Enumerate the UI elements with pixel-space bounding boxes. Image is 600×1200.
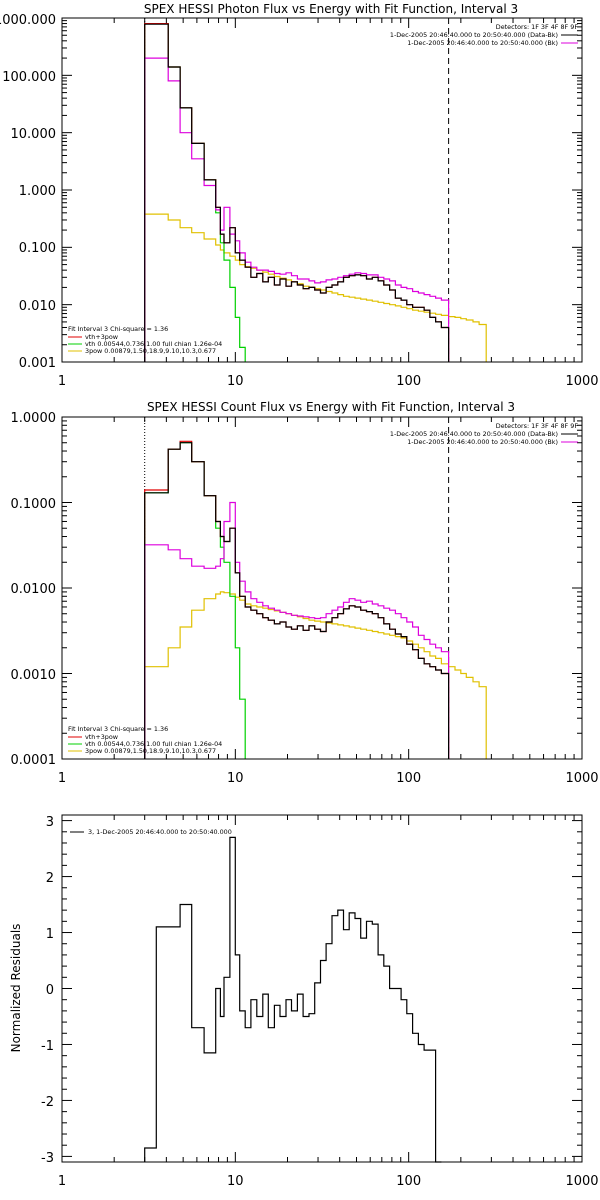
series-line-1-dec-2005-20-46-40-000-to-20-50-40-000-data-bk [144,442,450,759]
chart-3-y-tick-label: 0 [46,983,54,998]
chart-1-y-tick-label: 1000.000 [0,13,56,28]
chart-2-y-tick-label: 0.0010 [11,668,57,683]
chart-3: 1 10 100 1000 3 2 1 0 -1 -2 -3 Normalize… [9,814,599,1189]
series-line-vth-3pow [144,23,450,362]
chart-2-fit-entry: vth 0.00544,0.736,1.00 full chian 1.26e-… [85,740,222,748]
chart-2-y-tick-label: 0.0001 [11,753,57,768]
chart-1-legend: Detectors: 1F 3F 4F 8F 9F 1-Dec-2005 20:… [390,23,578,47]
chart-1-fit-legend: Fit Interval 3 Chi-square = 1.36 vth+3po… [68,325,222,355]
series-line-3pow [144,591,487,759]
chart-3-ticks [61,815,582,1162]
chart-1-fit-entry: vth 0.00544,0.736,1.00 full chian 1.26e-… [85,340,222,348]
chart-2-fit-header: Fit Interval 3 Chi-square = 1.36 [68,725,168,733]
chart-3-x-tick-label: 10 [227,1174,244,1189]
chart-2-fit-entry: 3pow 0.00879,1.50,18.9,9.10,10.3,0.677 [85,747,216,755]
chart-2-x-tick-label: 100 [396,771,421,786]
chart-3-x-tick-labels: 1 10 100 1000 [58,1174,599,1189]
chart-3-y-tick-labels: 3 2 1 0 -1 -2 -3 [41,815,54,1166]
chart-3-y-tick-label: 1 [46,927,54,942]
chart-2-x-tick-label: 10 [227,771,244,786]
series-line-3-1-dec-2005-20-46-40-000-to-20-50-40-000 [144,836,442,1163]
series-line-1-dec-2005-20-46-40-000-to-20-50-40-000-bk [144,501,450,759]
chart-1-y-tick-label: 0.001 [19,356,56,371]
series-line-vth-3pow [144,440,450,759]
chart-2-legend: Detectors: 1F 3F 4F 8F 9F 1-Dec-2005 20:… [390,422,578,446]
chart-2: SPEX HESSI Count Flux vs Energy with Fit… [11,400,599,786]
chart-1-y-tick-labels: 0.001 0.010 0.100 1.000 10.000 100.000 1… [0,13,56,371]
chart-1-x-tick-label: 100 [396,374,421,389]
chart-3-x-tick-label: 100 [396,1174,421,1189]
chart-3-y-tick-label: -2 [41,1095,54,1110]
chart-2-x-tick-label: 1000 [565,771,598,786]
chart-3-legend-entry: 3, 1-Dec-2005 20:46:40.000 to 20:50:40.0… [88,828,232,836]
series-line-1-dec-2005-20-46-40-000-to-20-50-40-000-data-bk [144,23,450,362]
chart-1-x-tick-label: 1 [58,374,66,389]
chart-1-fit-entry: vth+3pow [85,333,118,341]
series-line-vth [144,23,246,362]
chart-3-y-tick-label: -3 [41,1151,54,1166]
chart-2-y-tick-label: 0.1000 [11,497,57,512]
chart-3-y-tick-label: -1 [41,1039,54,1054]
chart-2-y-tick-label: 1.0000 [11,411,57,426]
chart-1-x-tick-labels: 1 10 100 1000 [58,374,599,389]
chart-1-y-tick-label: 10.000 [11,127,57,142]
chart-1-ticks [61,17,582,363]
chart-2-title: SPEX HESSI Count Flux vs Energy with Fit… [147,400,515,414]
chart-2-legend-entry: 1-Dec-2005 20:46:40.000 to 20:50:40.000 … [407,438,558,446]
chart-2-legend-entry: 1-Dec-2005 20:46:40.000 to 20:50:40.000 … [390,430,558,438]
chart-3-frame [61,814,583,1163]
chart-1-title: SPEX HESSI Photon Flux vs Energy with Fi… [144,2,518,16]
chart-1-x-tick-label: 10 [227,374,244,389]
chart-3-y-tick-label: 3 [46,815,54,830]
chart-1-legend-header: Detectors: 1F 3F 4F 8F 9F [496,23,579,31]
chart-2-plot-area [144,417,487,759]
chart-3-x-tick-label: 1000 [565,1174,598,1189]
chart-1-fit-entry: 3pow 0.00879,1.50,18.9,9.10,10.3,0.677 [85,347,216,355]
chart-2-x-tick-labels: 1 10 100 1000 [58,771,599,786]
chart-1-legend-entry: 1-Dec-2005 20:46:40.000 to 20:50:40.000 … [390,31,558,39]
series-line-3pow [144,213,487,362]
chart-1-y-tick-label: 100.000 [2,70,56,85]
chart-1-frame [61,17,583,363]
chart-2-frame [61,416,583,760]
chart-1-y-tick-label: 0.010 [19,299,56,314]
chart-2-y-tick-label: 0.0100 [11,582,57,597]
chart-2-ticks [61,416,582,760]
chart-1-y-tick-label: 1.000 [19,184,56,199]
chart-2-fit-entry: vth+3pow [85,733,118,741]
chart-2-x-tick-label: 1 [58,771,66,786]
series-line-1-dec-2005-20-46-40-000-to-20-50-40-000-bk [144,57,450,362]
chart-1-fit-header: Fit Interval 3 Chi-square = 1.36 [68,325,168,333]
chart-3-y-tick-label: 2 [46,871,54,886]
chart-3-y-axis-label: Normalized Residuals [9,924,23,1053]
chart-2-fit-legend: Fit Interval 3 Chi-square = 1.36 vth+3po… [68,725,222,755]
chart-3-legend: 3, 1-Dec-2005 20:46:40.000 to 20:50:40.0… [70,828,232,836]
chart-2-legend-header: Detectors: 1F 3F 4F 8F 9F [496,422,579,430]
chart-1-legend-entry: 1-Dec-2005 20:46:40.000 to 20:50:40.000 … [407,39,558,47]
chart-2-y-tick-labels: 0.0001 0.0010 0.0100 0.1000 1.0000 [11,411,57,768]
chart-1-plot-area [144,18,487,362]
chart-1-y-tick-label: 0.100 [19,241,56,256]
chart-1-x-tick-label: 1000 [565,374,598,389]
chart-1: SPEX HESSI Photon Flux vs Energy with Fi… [0,2,599,389]
chart-3-x-tick-label: 1 [58,1174,66,1189]
chart-3-plot-area [144,836,442,1163]
